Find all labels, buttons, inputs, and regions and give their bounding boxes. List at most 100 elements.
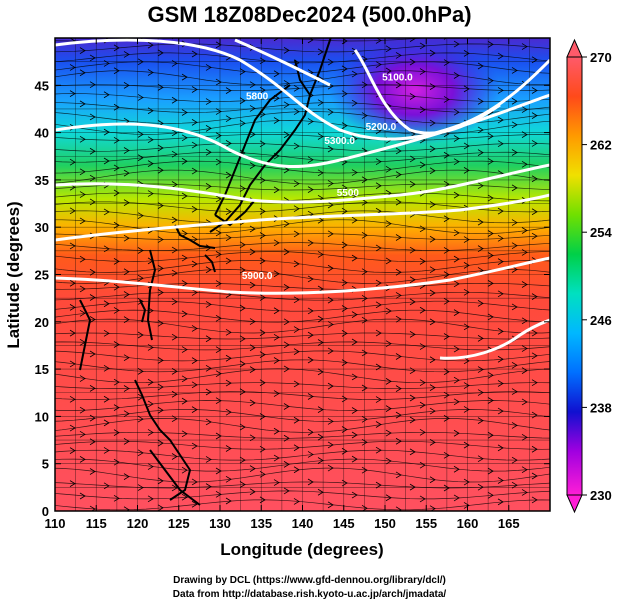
streamline xyxy=(55,359,550,373)
streamline-arrow xyxy=(79,47,86,54)
x-tick-label: 165 xyxy=(498,516,520,531)
streamline-arrow xyxy=(419,42,426,50)
streamline-arrow xyxy=(419,225,426,233)
streamline-arrow xyxy=(181,134,188,142)
streamline-arrow xyxy=(531,87,538,94)
colorbar-tick-label: 246 xyxy=(590,313,612,328)
streamline-arrow xyxy=(351,70,358,78)
streamline-arrow xyxy=(181,310,188,318)
streamline-arrow xyxy=(137,449,144,457)
streamline xyxy=(55,169,550,185)
streamline-arrow xyxy=(89,385,96,392)
streamline-arrow xyxy=(385,67,392,75)
streamline-arrow xyxy=(147,495,154,503)
streamline-arrow xyxy=(103,395,110,403)
streamline-arrow xyxy=(395,52,402,59)
streamline-arrow xyxy=(477,126,484,134)
streamline-arrow xyxy=(215,132,222,139)
streamline-arrow xyxy=(307,156,314,164)
streamline-arrow xyxy=(147,136,154,144)
streamline-arrow xyxy=(239,304,246,312)
streamline-arrow xyxy=(463,85,470,93)
streamline-arrow xyxy=(463,406,470,413)
streamline-arrow xyxy=(463,50,470,57)
streamline-arrow xyxy=(103,91,110,99)
streamline xyxy=(55,318,550,334)
streamline-arrow xyxy=(113,494,120,502)
streamline-arrow xyxy=(283,403,290,410)
streamline-arrow xyxy=(477,182,484,190)
streamline-arrow xyxy=(273,454,280,462)
y-tick-label: 40 xyxy=(35,126,49,141)
streamline-arrow xyxy=(113,341,120,348)
streamline-arrow xyxy=(385,220,392,228)
streamline-arrow xyxy=(79,135,86,143)
streamline-arrow xyxy=(521,345,528,352)
streamline-arrow xyxy=(429,407,436,415)
streamline-arrow xyxy=(205,64,212,71)
streamline-arrow xyxy=(375,446,382,454)
streamline-arrow xyxy=(453,108,460,116)
geopotential-contours xyxy=(55,38,550,360)
streamline-arrow xyxy=(307,451,314,458)
x-tick-label: 160 xyxy=(457,516,479,531)
streamline xyxy=(55,350,550,362)
streamline-arrow xyxy=(171,269,178,277)
streamline-arrow xyxy=(69,279,76,287)
streamline-arrow xyxy=(293,205,300,213)
streamline-arrow xyxy=(463,236,470,243)
streamline-arrow xyxy=(443,484,450,492)
streamline-arrow xyxy=(249,488,256,496)
streamline xyxy=(55,418,550,433)
streamline-arrow xyxy=(429,119,436,127)
streamline-arrow xyxy=(259,470,266,478)
streamline xyxy=(55,431,550,439)
streamline-arrow xyxy=(157,265,164,272)
credit-line-data: Data from http://database.rish.kyoto-u.a… xyxy=(172,589,447,600)
streamline-arrow xyxy=(307,307,314,315)
streamline-arrow xyxy=(113,164,120,172)
streamline-arrow xyxy=(385,257,392,265)
streamline-arrow xyxy=(307,356,314,364)
streamline xyxy=(55,52,550,64)
streamline xyxy=(55,291,550,301)
streamline-arrow xyxy=(487,158,494,165)
streamline-arrow xyxy=(181,192,188,200)
streamline-arrow xyxy=(181,230,188,237)
streamline-arrow xyxy=(531,293,538,300)
streamline-arrow xyxy=(443,96,450,103)
streamline-arrow xyxy=(453,309,460,316)
streamline-arrow xyxy=(443,59,450,66)
streamline-arrow xyxy=(409,367,416,375)
streamline-arrow xyxy=(395,385,402,392)
streamline-arrow xyxy=(89,113,96,121)
streamline-arrow xyxy=(283,284,290,291)
streamline-arrow xyxy=(409,331,416,338)
streamline-arrow xyxy=(69,304,76,311)
streamline-arrow xyxy=(307,428,314,436)
streamline-arrow xyxy=(205,483,212,490)
streamline-arrow xyxy=(395,234,402,241)
contour-label: 5100.0 xyxy=(382,73,413,84)
grid-lines xyxy=(55,38,550,511)
streamline-arrow xyxy=(409,180,416,188)
streamline-arrow xyxy=(453,345,460,353)
streamline-arrow xyxy=(463,478,470,486)
streamline-arrow xyxy=(215,108,222,115)
streamline-arrow xyxy=(351,99,358,107)
streamline-arrow xyxy=(249,105,256,112)
streamline-arrow xyxy=(225,87,232,94)
streamline-arrow xyxy=(225,475,232,483)
streamline-arrow xyxy=(69,424,76,432)
streamline-arrow xyxy=(307,393,314,400)
streamline-arrow xyxy=(531,112,538,119)
streamline-arrow xyxy=(157,504,164,511)
streamline-arrow xyxy=(419,343,426,350)
streamline-arrow xyxy=(409,276,416,284)
streamline xyxy=(55,382,550,390)
streamline-arrow xyxy=(429,201,436,208)
streamline-arrow xyxy=(395,315,402,323)
streamline-arrow xyxy=(351,311,358,318)
streamline-arrow xyxy=(293,416,300,424)
streamline-arrow xyxy=(79,168,86,176)
